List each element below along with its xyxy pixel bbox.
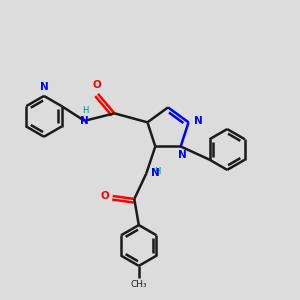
Text: O: O: [100, 191, 109, 201]
Text: N: N: [40, 82, 48, 92]
Text: CH₃: CH₃: [130, 280, 147, 289]
Text: N: N: [80, 116, 89, 126]
Text: O: O: [92, 80, 101, 90]
Text: N: N: [151, 169, 159, 178]
Text: N: N: [194, 116, 203, 126]
Text: H: H: [82, 106, 88, 116]
Text: H: H: [154, 167, 160, 176]
Text: N: N: [178, 150, 187, 160]
